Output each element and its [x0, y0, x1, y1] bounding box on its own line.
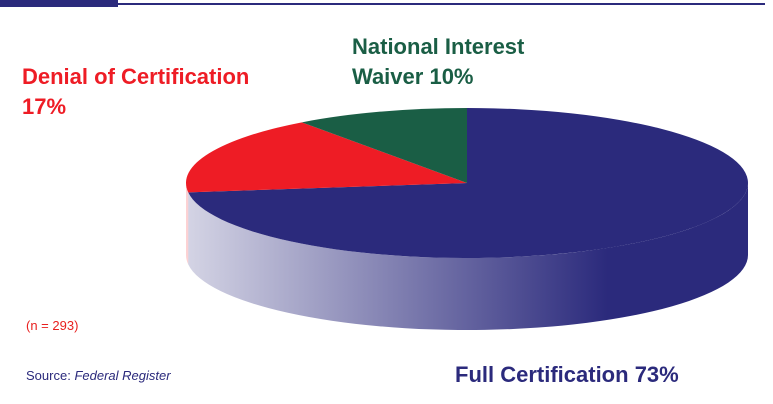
note: (n = 293) [26, 318, 79, 333]
slice [301, 108, 467, 183]
slice [186, 122, 467, 193]
source-line: Source: Federal Register [26, 368, 171, 383]
slice-value: 10% [429, 64, 474, 89]
source-label: Source: [26, 368, 71, 383]
slice-value: 17% [22, 94, 67, 119]
slice-value: 73% [634, 362, 679, 387]
slice-category: National Interest Waiver [352, 34, 525, 89]
top-bar [0, 0, 118, 7]
slice [188, 108, 749, 258]
pie [186, 108, 749, 331]
slice-category: Full Certification [455, 362, 629, 387]
slice-label: Full Certification 73% [455, 360, 679, 390]
source: Federal Register [74, 368, 171, 383]
slice-side [186, 183, 189, 265]
slice-label: National Interest Waiver 10% [352, 32, 592, 92]
slice-label: Denial of Certification 17% [22, 62, 262, 122]
slice-category: Denial of Certification [22, 64, 250, 89]
slice-side [188, 183, 749, 331]
